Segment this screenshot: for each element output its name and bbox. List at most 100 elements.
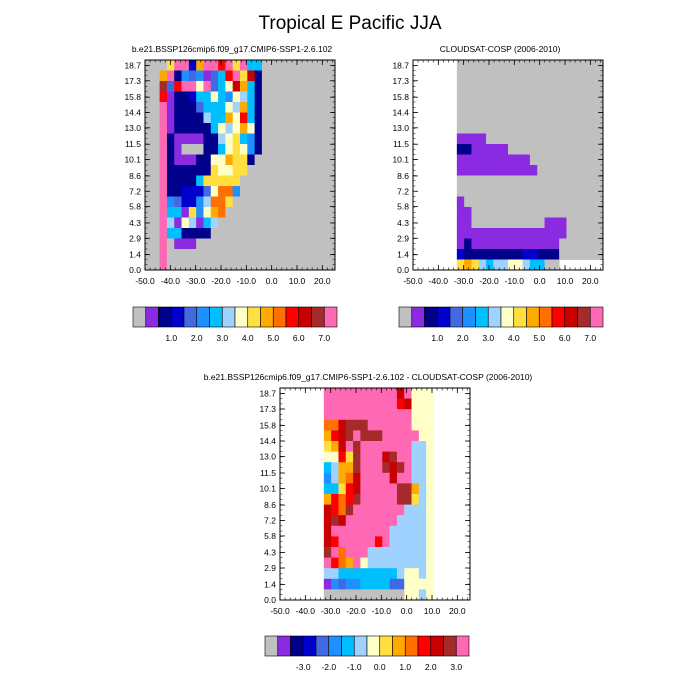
- heatmap-cell: [559, 81, 567, 92]
- heatmap-cell: [313, 228, 321, 239]
- heatmap-cell: [145, 238, 153, 250]
- heatmap-cell: [283, 154, 292, 166]
- heatmap-cell: [500, 228, 509, 239]
- heatmap-cell: [218, 249, 226, 260]
- heatmap-cell: [493, 60, 502, 71]
- heatmap-cell: [261, 238, 270, 250]
- heatmap-cell: [404, 419, 412, 431]
- heatmap-cell: [196, 123, 204, 134]
- heatmap-cell: [305, 91, 314, 103]
- heatmap-cell: [145, 228, 153, 239]
- heatmap-cell: [313, 91, 321, 103]
- heatmap-cell: [375, 462, 383, 474]
- heatmap-cell: [232, 154, 241, 166]
- heatmap-cell: [283, 144, 292, 155]
- heatmap-cell: [389, 536, 398, 548]
- heatmap-cell: [353, 441, 361, 452]
- heatmap-cell: [486, 102, 494, 113]
- heatmap-cell: [313, 102, 321, 113]
- heatmap-cell: [566, 81, 575, 92]
- heatmap-cell: [261, 154, 270, 166]
- heatmap-cell: [254, 112, 263, 124]
- heatmap-cell: [276, 228, 285, 239]
- colorbar-label: 5.0: [533, 333, 545, 343]
- heatmap-cell: [225, 123, 234, 134]
- heatmap-cell: [559, 165, 567, 176]
- heatmap-cell: [360, 589, 369, 601]
- heatmap-cell: [247, 238, 256, 250]
- heatmap-cell: [500, 154, 509, 166]
- colorbar-label: 1.0: [165, 333, 177, 343]
- heatmap-cell: [389, 557, 398, 569]
- y-tick-label: 0.0: [129, 265, 141, 275]
- y-tick-label: 17.3: [259, 404, 276, 414]
- heatmap-cell: [203, 123, 212, 134]
- y-tick-label: 2.9: [397, 233, 409, 243]
- heatmap-cell: [298, 186, 307, 197]
- heatmap-cell: [566, 165, 575, 176]
- colorbar-swatch: [277, 635, 291, 657]
- heatmap-cell: [508, 133, 516, 145]
- heatmap-cell: [166, 259, 175, 271]
- heatmap-cell: [305, 133, 314, 145]
- heatmap-cell: [389, 589, 398, 601]
- heatmap-cell: [537, 249, 545, 260]
- heatmap-cell: [471, 217, 480, 229]
- heatmap-cell: [418, 462, 427, 474]
- heatmap-cell: [240, 238, 248, 250]
- heatmap-cell: [305, 102, 314, 113]
- heatmap-cell: [404, 483, 412, 495]
- heatmap-cell: [573, 196, 582, 208]
- heatmap-cell: [471, 238, 480, 250]
- heatmap-cell: [581, 228, 589, 239]
- heatmap-cell: [305, 207, 314, 218]
- heatmap-cell: [298, 133, 307, 145]
- heatmap-cell: [240, 91, 248, 103]
- heatmap-cell: [360, 515, 369, 527]
- colorbar-swatch: [209, 306, 223, 328]
- heatmap-cell: [225, 186, 234, 197]
- heatmap-cell: [418, 504, 427, 516]
- heatmap-cell: [188, 259, 197, 271]
- heatmap-cell: [537, 112, 545, 124]
- heatmap-cell: [396, 578, 405, 590]
- heatmap-cell: [145, 165, 153, 176]
- heatmap-cell: [210, 60, 219, 71]
- heatmap-cell: [456, 123, 465, 134]
- y-tick-label: 7.2: [264, 516, 276, 526]
- heatmap-cell: [283, 175, 292, 187]
- heatmap-cell: [411, 536, 420, 548]
- heatmap-cell: [152, 217, 161, 229]
- heatmap-cell: [544, 123, 553, 134]
- heatmap-cell: [254, 196, 263, 208]
- heatmap-cell: [152, 102, 161, 113]
- panel-diff-title: b.e21.BSSP126cmip6.f09_g17.CMIP6-SSP1-2.…: [204, 372, 533, 382]
- heatmap-cell: [360, 494, 369, 505]
- heatmap-cell: [261, 144, 270, 155]
- heatmap-cell: [181, 165, 190, 176]
- heatmap-cell: [559, 207, 567, 218]
- heatmap-cell: [323, 462, 332, 474]
- figure-title: Tropical E Pacific JJA: [258, 13, 441, 34]
- heatmap-cell: [283, 81, 292, 92]
- heatmap-cell: [276, 144, 285, 155]
- heatmap-cell: [327, 238, 336, 250]
- heatmap-cell: [196, 91, 204, 103]
- heatmap-cell: [159, 91, 168, 103]
- heatmap-cell: [522, 175, 531, 187]
- heatmap-cell: [203, 238, 212, 250]
- heatmap-cell: [522, 207, 531, 218]
- heatmap-cell: [320, 196, 329, 208]
- heatmap-cell: [367, 472, 376, 484]
- heatmap-cell: [331, 568, 339, 580]
- panel-obs: CLOUDSAT-COSP (2006-2010) -50.0 -40.0 -30.…: [392, 44, 604, 343]
- heatmap-cell: [313, 249, 321, 260]
- heatmap-cell: [240, 133, 248, 145]
- heatmap-cell: [551, 259, 560, 271]
- colorbar-swatch: [417, 635, 432, 657]
- heatmap-cell: [551, 175, 560, 187]
- heatmap-cell: [515, 207, 524, 218]
- heatmap-cell: [375, 419, 383, 431]
- heatmap-cell: [261, 102, 270, 113]
- heatmap-cell: [313, 112, 321, 124]
